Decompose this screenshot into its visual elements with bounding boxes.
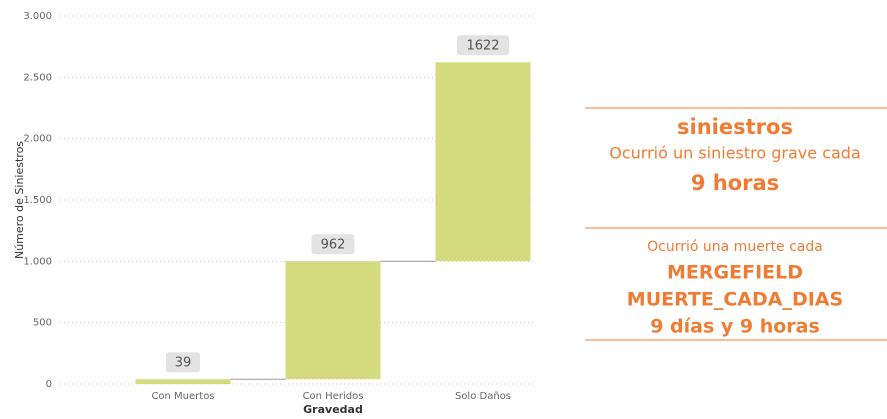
y-tick-label: 1.000 xyxy=(23,256,52,267)
x-tick-label: Solo Daños xyxy=(455,391,511,402)
label-box xyxy=(166,352,200,373)
panel-text: Ocurrió un siniestro grave cada xyxy=(609,144,861,163)
bar xyxy=(135,379,231,384)
label-box xyxy=(457,35,509,56)
data-label: 962 xyxy=(321,238,346,253)
y-tick-label: 2.500 xyxy=(23,72,52,83)
bar xyxy=(285,261,381,380)
y-tick-label: 0 xyxy=(46,379,52,390)
x-tick-label: Con Heridos xyxy=(303,391,364,402)
panel-title: siniestros xyxy=(677,115,793,139)
label-box xyxy=(311,234,355,255)
y-tick-label: 500 xyxy=(33,318,52,329)
data-label: 39 xyxy=(175,356,192,371)
y-tick-label: 1.500 xyxy=(23,195,52,206)
bar xyxy=(435,62,531,262)
panel-field: MUERTE_CADA_DIAS xyxy=(627,289,843,311)
panel-value: 9 días y 9 horas xyxy=(650,316,820,338)
panel-text: Ocurrió una muerte cada xyxy=(647,239,823,255)
y-tick-label: 3.000 xyxy=(23,11,52,22)
x-tick-label: Con Muertos xyxy=(151,391,214,402)
y-tick-label: 2.000 xyxy=(23,134,52,145)
y-axis-label: Número de Siniestros xyxy=(13,141,26,259)
panel-value: 9 horas xyxy=(691,171,779,195)
data-label: 1622 xyxy=(466,39,499,54)
panel-field: MERGEFIELD xyxy=(667,262,803,284)
x-axis-label: Gravedad xyxy=(303,403,363,416)
